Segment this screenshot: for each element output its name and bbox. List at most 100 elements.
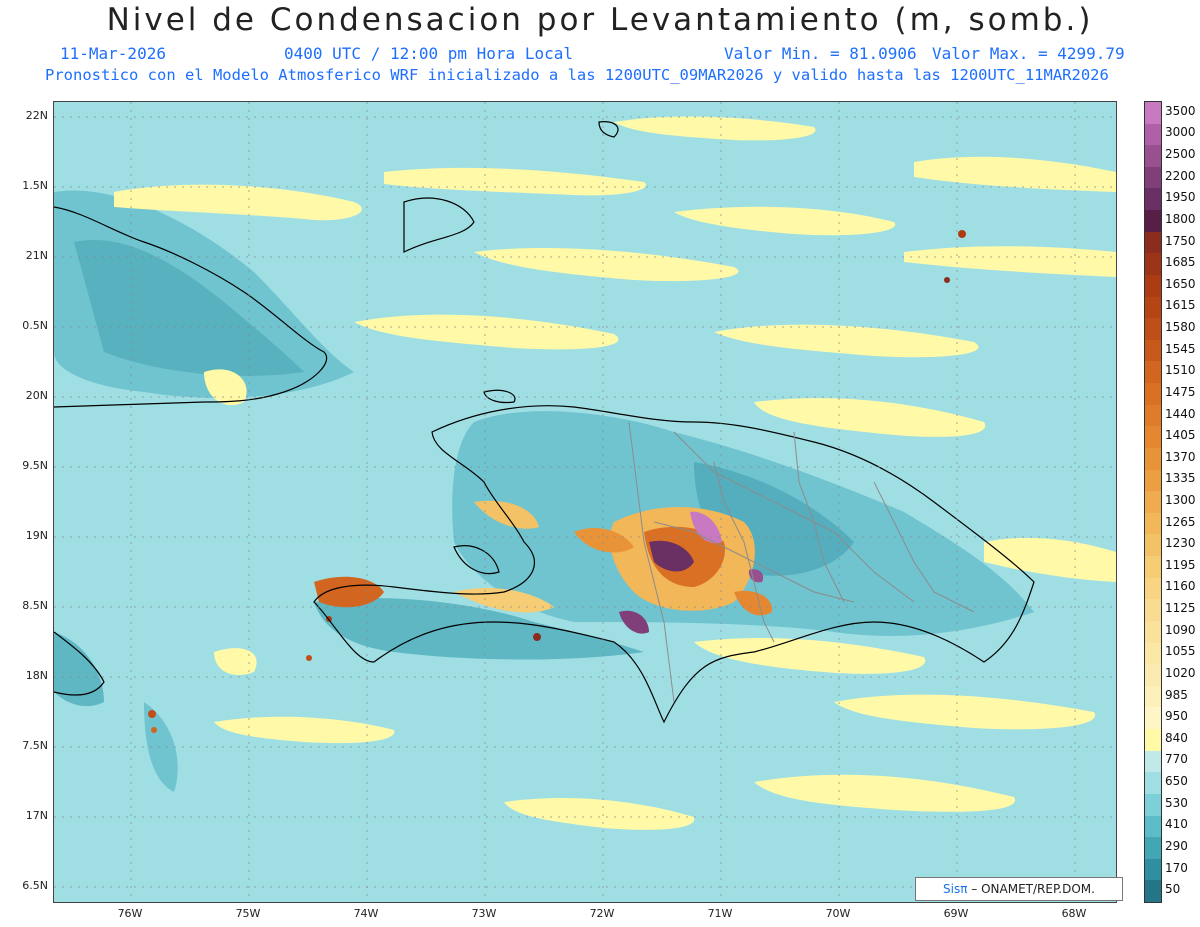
lat-label: 6.5N — [22, 879, 48, 892]
colorbar-segment — [1145, 188, 1161, 211]
colorbar-segment — [1145, 253, 1161, 276]
colorbar-label: 1195 — [1165, 557, 1196, 572]
colorbar-label: 770 — [1165, 752, 1188, 767]
colorbar-segment — [1145, 772, 1161, 795]
lon-label: 68W — [1061, 907, 1087, 920]
lat-label: 22N — [25, 109, 48, 122]
colorbar-label: 170 — [1165, 860, 1188, 875]
colorbar-segment — [1145, 793, 1161, 816]
colorbar-label: 530 — [1165, 795, 1188, 810]
colorbar-label: 290 — [1165, 838, 1188, 853]
colorbar-label: 3000 — [1165, 125, 1196, 140]
colorbar-label: 1020 — [1165, 665, 1196, 680]
colorbar-segment — [1145, 361, 1161, 384]
lat-label: 18N — [25, 669, 48, 682]
colorbar-label: 1685 — [1165, 255, 1196, 270]
colorbar-label: 2500 — [1165, 147, 1196, 162]
colorbar-segment — [1145, 210, 1161, 233]
colorbar-segment — [1145, 166, 1161, 189]
lon-label: 71W — [707, 907, 733, 920]
lat-label: 1.5N — [22, 179, 48, 192]
lon-label: 72W — [589, 907, 615, 920]
colorbar-segment — [1145, 685, 1161, 708]
colorbar-segment — [1145, 620, 1161, 644]
colorbar-label: 1475 — [1165, 384, 1196, 399]
map-title: Nivel de Condensacion por Levantamiento … — [106, 2, 1094, 38]
colorbar-label: 1440 — [1165, 406, 1196, 421]
lcl-map — [53, 101, 1117, 903]
colorbar-segment — [1145, 426, 1161, 449]
max-value: Valor Max. = 4299.79 — [932, 44, 1125, 63]
colorbar-segment — [1145, 642, 1161, 665]
colorbar-label: 1125 — [1165, 601, 1196, 616]
colorbar-segment — [1145, 729, 1161, 752]
colorbar-label: 1265 — [1165, 514, 1196, 529]
colorbar-segment — [1145, 469, 1161, 492]
colorbar-label: 1510 — [1165, 363, 1196, 378]
credit-text: – ONAMET/REP.DOM. — [967, 882, 1095, 896]
min-value: Valor Min. = 81.0906 — [724, 44, 917, 63]
lat-label: 9.5N — [22, 459, 48, 472]
colorbar-segment — [1145, 599, 1161, 622]
colorbar-label: 1160 — [1165, 579, 1196, 594]
colorbar-label: 985 — [1165, 687, 1188, 702]
colorbar-segment — [1145, 664, 1161, 687]
colorbar-label: 1230 — [1165, 536, 1196, 551]
colorbar-label: 1650 — [1165, 276, 1196, 291]
colorbar-label: 1405 — [1165, 428, 1196, 443]
colorbar-label: 50 — [1165, 882, 1181, 897]
lat-label: 19N — [25, 529, 48, 542]
colorbar-segment — [1145, 491, 1161, 514]
colorbar-label: 1950 — [1165, 190, 1196, 205]
colorbar-segment — [1145, 815, 1161, 838]
colorbar-label: 1090 — [1165, 622, 1196, 637]
lon-label: 75W — [235, 907, 261, 920]
colorbar-segment — [1145, 556, 1161, 579]
colorbar-segment — [1145, 880, 1161, 903]
colorbar-segment — [1145, 447, 1161, 471]
colorbar-segment — [1145, 534, 1161, 557]
colorbar-label: 2200 — [1165, 168, 1196, 183]
colorbar-label: 1300 — [1165, 493, 1196, 507]
lat-label: 7.5N — [22, 739, 48, 752]
colorbar-label: 1750 — [1165, 233, 1196, 248]
lon-label: 73W — [471, 907, 497, 920]
lat-label: 20N — [25, 389, 48, 402]
colorbar-segment — [1145, 102, 1161, 125]
valid-date: 11-Mar-2026 — [60, 44, 166, 63]
colorbar-label: 840 — [1165, 730, 1188, 745]
colorbar-segment — [1145, 231, 1161, 254]
colorbar-segment — [1145, 837, 1161, 860]
colorbar-label: 1335 — [1165, 471, 1196, 486]
lon-label: 76W — [117, 907, 143, 920]
colorbar-segment — [1145, 274, 1161, 298]
colorbar-label: 1615 — [1165, 298, 1196, 313]
valid-time: 0400 UTC / 12:00 pm Hora Local — [284, 44, 573, 63]
colorbar-segment — [1145, 858, 1161, 881]
colorbar-label: 1370 — [1165, 449, 1196, 464]
lon-label: 70W — [825, 907, 851, 920]
colorbar-label: 950 — [1165, 709, 1188, 724]
credit-box: Sisπ – ONAMET/REP.DOM. — [915, 877, 1123, 901]
model-subtitle: Pronostico con el Modelo Atmosferico WRF… — [45, 66, 1109, 84]
map-canvas — [54, 102, 1116, 902]
colorbar-segment — [1145, 296, 1161, 319]
colorbar-label: 1800 — [1165, 211, 1196, 226]
lat-label: 21N — [25, 249, 48, 262]
colorbar-segment — [1145, 577, 1161, 600]
lon-label: 74W — [353, 907, 379, 920]
colorbar-segment — [1145, 707, 1161, 730]
colorbar-label: 410 — [1165, 817, 1188, 832]
colorbar-segment — [1145, 404, 1161, 427]
colorbar-segment — [1145, 145, 1161, 168]
colorbar-segment — [1145, 339, 1161, 362]
colorbar-segment — [1145, 383, 1161, 406]
lat-label: 0.5N — [22, 319, 48, 332]
colorbar-label: 1580 — [1165, 320, 1196, 335]
colorbar-segment — [1145, 750, 1161, 773]
colorbar — [1144, 101, 1162, 903]
colorbar-segment — [1145, 512, 1161, 535]
colorbar-label: 1055 — [1165, 644, 1196, 659]
colorbar-segment — [1145, 318, 1161, 341]
lon-label: 69W — [943, 907, 969, 920]
